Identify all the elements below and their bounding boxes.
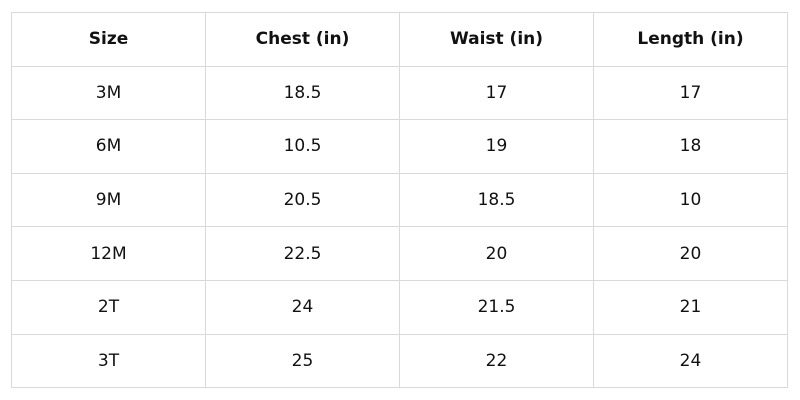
cell: 21.5 [399, 279, 594, 335]
cell: 21 [593, 279, 788, 335]
row: 6M 10.5 19 18 [11, 119, 788, 174]
cell: 9M [11, 172, 206, 228]
row: 12M 22.5 20 20 [11, 226, 788, 281]
header-row: Size Chest (in) Waist (in) Length (in) [11, 12, 788, 67]
cell: 24 [205, 279, 400, 335]
row: 3M 18.5 17 17 [11, 65, 788, 121]
cell: 19 [399, 119, 594, 174]
cell: 24 [593, 333, 788, 389]
cell: 10 [593, 172, 788, 228]
cell: 2T [11, 279, 206, 335]
cell: 17 [593, 65, 788, 121]
cell: 22 [399, 333, 594, 389]
row: 9M 20.5 18.5 10 [11, 172, 788, 228]
header-cell: Chest (in) [205, 12, 400, 67]
header-cell: Waist (in) [399, 12, 594, 67]
cell: 18 [593, 119, 788, 174]
cell: 6M [11, 119, 206, 174]
header-cell: Size [11, 12, 206, 67]
cell: 3T [11, 333, 206, 389]
row: 3T 25 22 24 [11, 333, 788, 389]
cell: 3M [11, 65, 206, 121]
cell: 12M [11, 226, 206, 281]
cell: 20 [593, 226, 788, 281]
cell: 18.5 [399, 172, 594, 228]
cell: 17 [399, 65, 594, 121]
cell: 20.5 [205, 172, 400, 228]
row: 2T 24 21.5 21 [11, 279, 788, 335]
size-table: Size Chest (in) Waist (in) Length (in) 3M 18.… [11, 12, 788, 389]
header-cell: Length (in) [593, 12, 788, 67]
cell: 25 [205, 333, 400, 389]
cell: 10.5 [205, 119, 400, 174]
cell: 18.5 [205, 65, 400, 121]
cell: 22.5 [205, 226, 400, 281]
cell: 20 [399, 226, 594, 281]
